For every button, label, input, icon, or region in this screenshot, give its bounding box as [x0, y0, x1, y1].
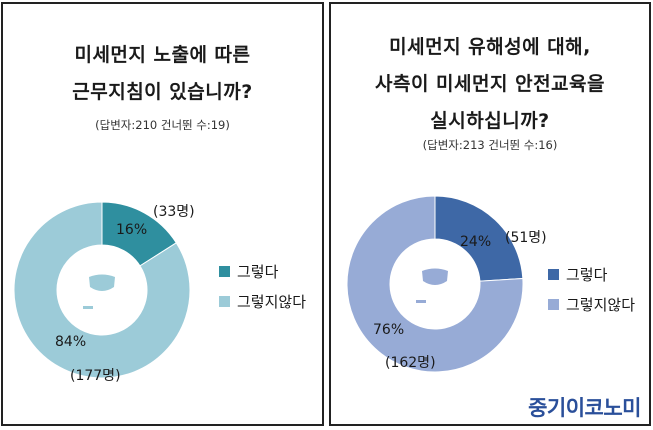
- legend-label: 그렇지않다: [566, 295, 636, 314]
- chart-panel-right: 미세먼지 유해성에 대해, 사측이 미세먼지 안전교육을 실시하십니까? (답변…: [329, 2, 651, 426]
- chart-title: 미세먼지 노출에 따른 근무지침이 있습니까?: [3, 37, 322, 111]
- legend-label: 그렇다: [566, 265, 608, 284]
- slice-count-label: (51명): [505, 230, 547, 246]
- worker-with-mask-icon: [403, 246, 467, 310]
- legend-swatch: [548, 298, 559, 310]
- chart-legend: 그렇다 그렇지않다: [219, 256, 306, 316]
- legend-item: 그렇지않다: [548, 289, 635, 319]
- chart-title-line-2: 근무지침이 있습니까?: [72, 81, 253, 103]
- slice-count-label: (177명): [70, 368, 121, 384]
- chart-panel-left: 미세먼지 노출에 따른 근무지침이 있습니까? (답변자:210 건너뛴 수:1…: [1, 2, 324, 426]
- slice-count-label: (33명): [153, 204, 195, 220]
- chart-title: 미세먼지 유해성에 대해, 사측이 미세먼지 안전교육을 실시하십니까?: [331, 29, 649, 140]
- donut-chart: [13, 201, 191, 379]
- brand-logo: 중기이코노미: [528, 396, 641, 420]
- chart-title-line-1: 미세먼지 유해성에 대해,: [389, 36, 591, 58]
- slice-pct-label: 24%: [460, 234, 492, 250]
- donut-chart: [346, 195, 524, 373]
- respondent-meta: (답변자:210 건너뛴 수:19): [95, 118, 230, 132]
- donut-slice: [13, 201, 191, 379]
- chart-legend: 그렇다 그렇지않다: [548, 259, 635, 319]
- donut-slice: [346, 195, 524, 373]
- legend-label: 그렇지않다: [237, 292, 307, 311]
- legend-item: 그렇지않다: [219, 286, 306, 316]
- slice-count-label: (162명): [385, 355, 436, 371]
- worker-with-mask-icon: [70, 252, 134, 316]
- legend-label: 그렇다: [237, 262, 279, 281]
- chart-title-line-2: 사측이 미세먼지 안전교육을: [375, 73, 605, 95]
- slice-pct-label: 16%: [116, 222, 148, 238]
- legend-swatch: [219, 295, 230, 307]
- chart-title-line-1: 미세먼지 노출에 따른: [74, 44, 251, 66]
- respondent-meta: (답변자:213 건너뛴 수:16): [422, 138, 558, 152]
- legend-item: 그렇다: [219, 256, 306, 286]
- slice-pct-label: 76%: [373, 322, 405, 338]
- legend-swatch: [219, 265, 230, 277]
- legend-swatch: [548, 268, 559, 280]
- slice-pct-label: 84%: [55, 334, 87, 350]
- legend-item: 그렇다: [548, 259, 635, 289]
- chart-title-line-3: 실시하십니까?: [430, 110, 550, 132]
